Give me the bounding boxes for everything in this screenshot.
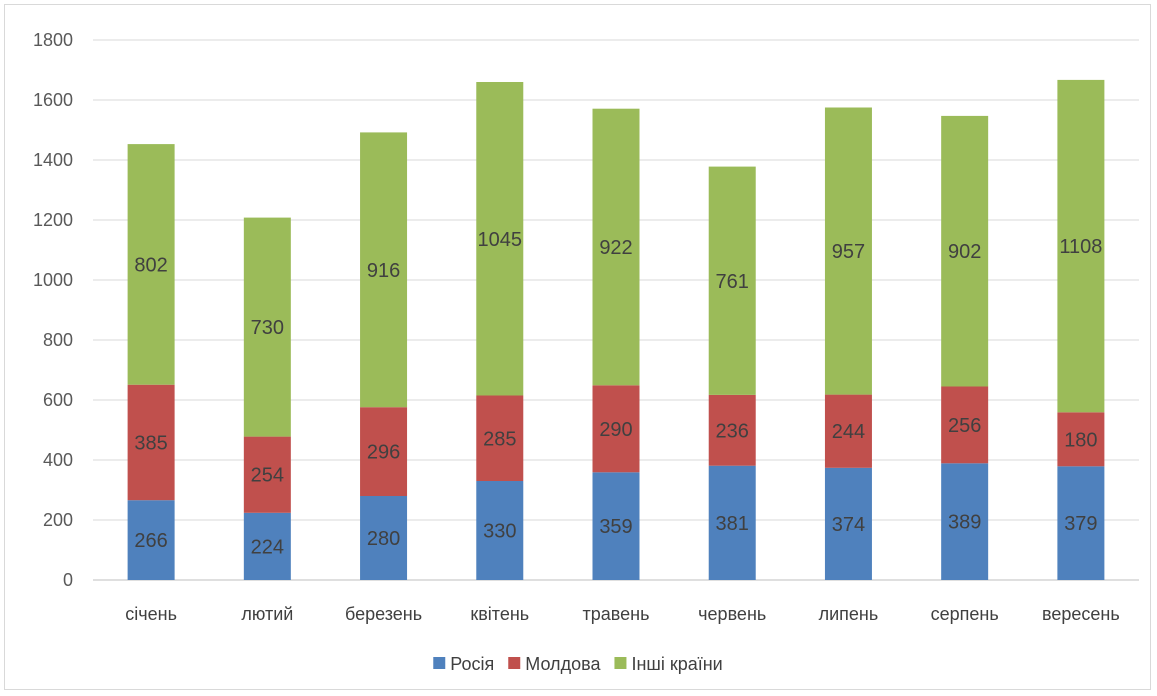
bar-segment-1-7 xyxy=(941,386,989,464)
legend-label: Росія xyxy=(450,654,494,674)
x-tick-label: липень xyxy=(819,604,879,624)
bar-segment-0-4 xyxy=(592,472,640,580)
x-tick-label: вересень xyxy=(1042,604,1120,624)
data-label: 389 xyxy=(948,512,981,534)
bars xyxy=(127,79,1105,580)
data-label: 730 xyxy=(251,317,284,339)
bar-segment-1-2 xyxy=(360,407,408,496)
bar-segment-2-7 xyxy=(941,115,989,387)
y-tick-label: 1000 xyxy=(33,270,73,290)
bar-segment-2-1 xyxy=(243,217,291,437)
data-label: 290 xyxy=(599,419,632,441)
data-label: 224 xyxy=(251,536,284,558)
data-label: 359 xyxy=(599,516,632,538)
bar-segment-0-6 xyxy=(824,467,872,580)
legend-swatch-2 xyxy=(614,657,627,669)
bar-segment-0-7 xyxy=(941,463,989,580)
data-label: 180 xyxy=(1064,429,1097,451)
legend-label: Інші країни xyxy=(631,654,722,674)
data-label: 280 xyxy=(367,528,400,550)
legend-swatch-1 xyxy=(508,657,521,669)
y-tick-label: 800 xyxy=(43,330,73,350)
x-axis: січень лютий березень квітень травень червень… xyxy=(125,604,1120,624)
data-label: 285 xyxy=(483,428,516,450)
data-label: 385 xyxy=(134,432,167,454)
bar-segment-1-3 xyxy=(476,395,524,481)
data-label: 922 xyxy=(599,237,632,259)
data-label: 1108 xyxy=(1059,236,1102,258)
legend-swatch-0 xyxy=(433,657,446,669)
data-label: 916 xyxy=(367,260,400,282)
x-tick-label: січень xyxy=(125,604,177,624)
bar-segment-2-4 xyxy=(592,108,640,386)
y-tick-label: 0 xyxy=(63,570,73,590)
bar-segment-2-8 xyxy=(1057,79,1105,413)
bar-segment-1-4 xyxy=(592,385,640,473)
y-tick-label: 200 xyxy=(43,510,73,530)
bar-segment-2-0 xyxy=(127,144,175,385)
bar-segment-0-1 xyxy=(243,512,291,580)
bar-segment-1-0 xyxy=(127,384,175,501)
data-label: 957 xyxy=(832,241,865,263)
bar-segment-2-6 xyxy=(824,107,872,395)
x-tick-label: серпень xyxy=(931,604,999,624)
data-label: 1045 xyxy=(478,229,523,251)
data-label: 266 xyxy=(134,530,167,552)
data-label: 296 xyxy=(367,442,400,464)
data-label: 236 xyxy=(716,420,749,442)
legend-label: Молдова xyxy=(525,654,601,674)
y-tick-label: 400 xyxy=(43,450,73,470)
data-label: 902 xyxy=(948,241,981,263)
bar-segment-1-8 xyxy=(1057,412,1105,467)
data-label: 381 xyxy=(716,513,749,535)
bar-segment-0-3 xyxy=(476,481,524,580)
x-tick-label: червень xyxy=(698,604,766,624)
bar-segment-1-1 xyxy=(243,436,291,513)
data-label: 379 xyxy=(1064,513,1097,535)
bar-segment-1-6 xyxy=(824,394,872,468)
x-tick-label: травень xyxy=(583,604,650,624)
y-tick-label: 1600 xyxy=(33,90,73,110)
data-label: 256 xyxy=(948,415,981,437)
data-label: 802 xyxy=(134,254,167,276)
data-label: 330 xyxy=(483,521,516,543)
bar-segment-0-5 xyxy=(708,465,756,580)
bar-segment-1-5 xyxy=(708,394,756,466)
bar-segment-2-2 xyxy=(360,132,408,408)
y-tick-label: 1400 xyxy=(33,150,73,170)
y-tick-label: 1800 xyxy=(33,30,73,50)
bar-segment-2-5 xyxy=(708,166,756,395)
data-label: 761 xyxy=(716,271,749,293)
data-labels: 266 385 802 224 254 730 280 296 916 330 285 1045 359… xyxy=(134,229,1102,559)
x-tick-label: квітень xyxy=(470,604,529,624)
bar-segment-0-2 xyxy=(360,496,408,580)
bar-segment-0-8 xyxy=(1057,466,1105,580)
bar-segment-2-3 xyxy=(476,82,524,396)
bar-segment-0-0 xyxy=(127,500,175,580)
data-label: 244 xyxy=(832,421,865,443)
y-tick-label: 1200 xyxy=(33,210,73,230)
y-axis: 0 200 400 600 800 1000 1200 1400 1600 1800 xyxy=(33,30,73,590)
data-label: 374 xyxy=(832,514,865,536)
x-tick-label: лютий xyxy=(241,604,293,624)
x-tick-label: березень xyxy=(345,604,422,624)
legend: Росія Молдова Інші країни xyxy=(433,654,723,674)
y-tick-label: 600 xyxy=(43,390,73,410)
data-label: 254 xyxy=(251,465,284,487)
